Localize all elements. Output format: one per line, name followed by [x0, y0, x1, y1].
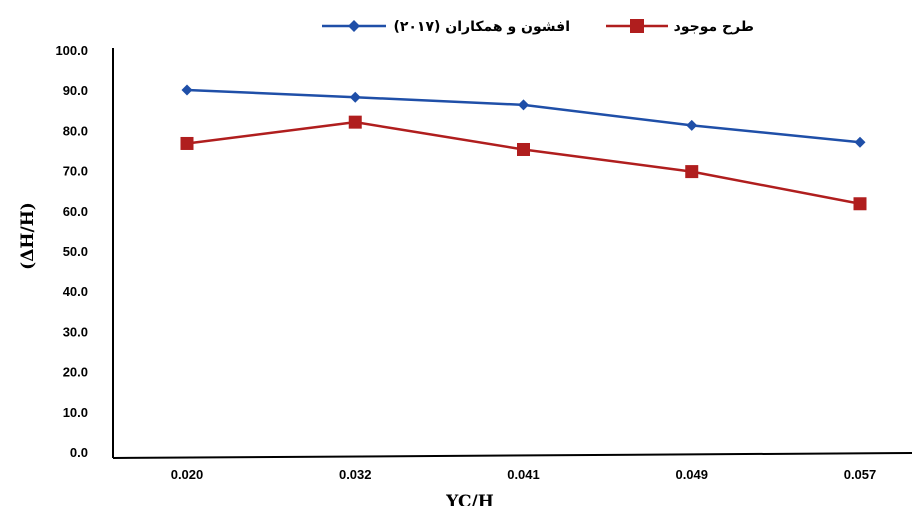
data-point-square	[348, 115, 362, 129]
legend: افشون و همکاران (۲۰۱۷) طرح موجود	[322, 19, 754, 35]
data-point-diamond	[686, 119, 698, 131]
data-point-diamond	[854, 136, 866, 148]
x-tick-label: 0.041	[507, 467, 540, 482]
y-tick-label: 70.0	[63, 164, 88, 179]
y-tick-labels: 0.0 10.0 20.0 30.0 40.0 50.0 60.0 70.0 80.0 90.0 1…	[55, 43, 88, 460]
axes	[112, 48, 913, 459]
series-line-afshoon	[186, 88, 861, 144]
y-tick-label: 40.0	[63, 284, 88, 299]
x-tick-label: 0.049	[675, 467, 708, 482]
y-tick-label: 80.0	[63, 123, 88, 138]
series-line-existing-design	[186, 120, 861, 205]
data-point-square	[180, 136, 194, 150]
x-tick-label: 0.057	[844, 467, 877, 482]
y-tick-label: 30.0	[63, 324, 88, 339]
series-layer	[180, 84, 867, 211]
x-axis-line	[112, 452, 913, 459]
y-tick-label: 100.0	[55, 43, 88, 58]
x-tick-label: 0.020	[171, 467, 204, 482]
data-point-diamond	[349, 91, 361, 103]
y-tick-label: 0.0	[70, 445, 88, 460]
y-tick-label: 10.0	[63, 405, 88, 420]
legend-square-marker	[630, 19, 644, 33]
y-axis-title: (ΔH/H)	[18, 202, 38, 270]
data-point-diamond	[518, 99, 529, 111]
legend-label-existing-design: طرح موجود	[674, 19, 754, 35]
x-axis-title: YC/H	[445, 492, 494, 506]
x-tick-labels: 0.020 0.032 0.041 0.049 0.057	[171, 467, 877, 482]
data-point-diamond	[181, 84, 193, 96]
y-tick-label: 50.0	[63, 244, 88, 259]
legend-item-existing-design: طرح موجود	[606, 19, 754, 35]
y-tick-label: 60.0	[63, 204, 88, 219]
y-tick-label: 90.0	[63, 83, 88, 98]
legend-label-afshoon: افشون و همکاران (۲۰۱۷)	[393, 19, 570, 35]
data-point-square	[853, 197, 867, 211]
legend-item-afshoon: افشون و همکاران (۲۰۱۷)	[322, 19, 570, 35]
data-point-square	[517, 142, 530, 156]
x-tick-label: 0.032	[339, 467, 372, 482]
data-point-square	[685, 165, 699, 179]
legend-diamond-marker	[348, 20, 360, 32]
y-tick-label: 20.0	[63, 365, 88, 380]
